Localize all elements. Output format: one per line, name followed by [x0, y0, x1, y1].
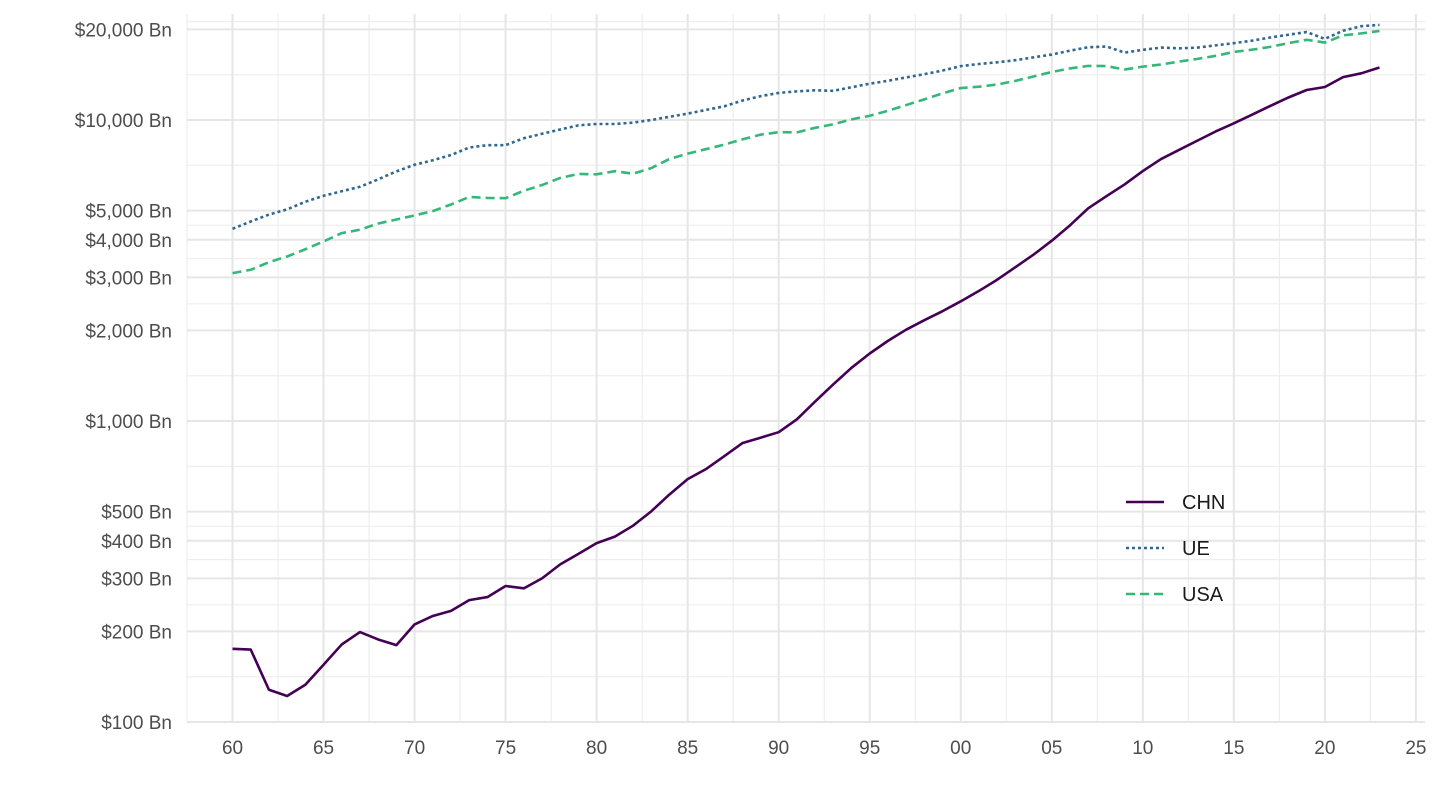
x-tick-label: 00 [950, 738, 971, 759]
y-tick-label: $100 Bn [101, 713, 172, 734]
x-tick-label: 85 [677, 738, 698, 759]
x-tick-label: 80 [586, 738, 607, 759]
y-tick-label: $10,000 Bn [75, 111, 172, 132]
legend-label-chn: CHN [1182, 492, 1225, 514]
x-tick-label: 05 [1041, 738, 1062, 759]
x-tick-label: 70 [404, 738, 425, 759]
y-tick-label: $20,000 Bn [75, 20, 172, 41]
x-tick-label: 90 [768, 738, 789, 759]
x-tick-label: 20 [1314, 738, 1335, 759]
y-tick-label: $500 Bn [101, 503, 172, 524]
y-tick-label: $3,000 Bn [85, 268, 172, 289]
x-tick-label: 25 [1405, 738, 1426, 759]
minor-gridlines [186, 14, 1425, 722]
x-tick-label: 95 [859, 738, 880, 759]
y-tick-label: $5,000 Bn [85, 202, 172, 223]
series-line-usa [232, 29, 1380, 275]
series-lines [232, 23, 1380, 698]
y-tick-label: $300 Bn [101, 569, 172, 590]
y-tick-label: $200 Bn [101, 622, 172, 643]
y-tick-label: $2,000 Bn [85, 321, 172, 342]
y-tick-label: $4,000 Bn [85, 231, 172, 252]
x-tick-label: 60 [222, 738, 243, 759]
x-tick-label: 10 [1132, 738, 1153, 759]
x-axis-tick-labels: 60 65 70 75 80 85 90 95 00 05 10 15 20 25 [222, 738, 1427, 759]
x-tick-label: 65 [313, 738, 334, 759]
major-gridlines [187, 14, 1425, 723]
y-tick-label: $1,000 Bn [85, 412, 172, 433]
y-axis-tick-labels: $100 Bn $200 Bn $300 Bn $400 Bn $500 Bn $1,00… [75, 20, 172, 734]
x-tick-label: 15 [1223, 738, 1244, 759]
x-tick-label: 75 [495, 738, 516, 759]
legend-label-ue: UE [1182, 538, 1210, 560]
legend: CHN UE USA [1126, 492, 1225, 606]
legend-label-usa: USA [1182, 584, 1224, 606]
y-tick-label: $400 Bn [101, 532, 172, 553]
series-line-chn [232, 66, 1380, 698]
